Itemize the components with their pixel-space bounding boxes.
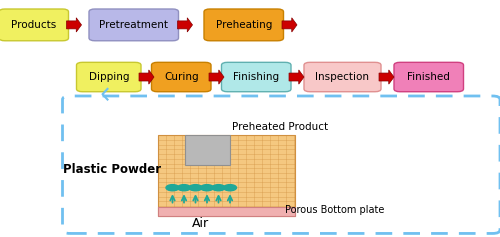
Text: Products: Products [11,20,56,30]
Text: Pretreatment: Pretreatment [99,20,168,30]
Text: Curing: Curing [164,72,198,82]
Text: Finished: Finished [408,72,450,82]
Text: Porous Bottom plate: Porous Bottom plate [286,205,384,215]
FancyBboxPatch shape [76,62,141,92]
Polygon shape [282,18,297,32]
Circle shape [212,185,225,191]
Text: Inspection: Inspection [316,72,370,82]
FancyBboxPatch shape [222,62,291,92]
FancyBboxPatch shape [62,96,500,233]
Polygon shape [178,18,192,32]
Circle shape [178,185,190,191]
Text: Preheated Product: Preheated Product [232,122,328,132]
Text: Preheating: Preheating [216,20,272,30]
Text: Plastic Powder: Plastic Powder [64,163,162,176]
FancyBboxPatch shape [89,9,178,41]
Text: Dipping: Dipping [88,72,129,82]
Circle shape [189,185,202,191]
Polygon shape [209,70,224,84]
FancyBboxPatch shape [152,62,211,92]
FancyBboxPatch shape [158,207,295,216]
Polygon shape [379,70,394,84]
FancyBboxPatch shape [304,62,381,92]
Polygon shape [66,18,82,32]
Polygon shape [139,70,154,84]
FancyBboxPatch shape [204,9,284,41]
Circle shape [224,185,236,191]
FancyBboxPatch shape [185,135,230,165]
Text: Finishing: Finishing [233,72,280,82]
FancyBboxPatch shape [158,135,295,216]
FancyBboxPatch shape [0,9,68,41]
FancyBboxPatch shape [394,62,464,92]
Circle shape [166,185,179,191]
Text: Air: Air [192,217,208,230]
Circle shape [200,185,213,191]
Polygon shape [289,70,304,84]
